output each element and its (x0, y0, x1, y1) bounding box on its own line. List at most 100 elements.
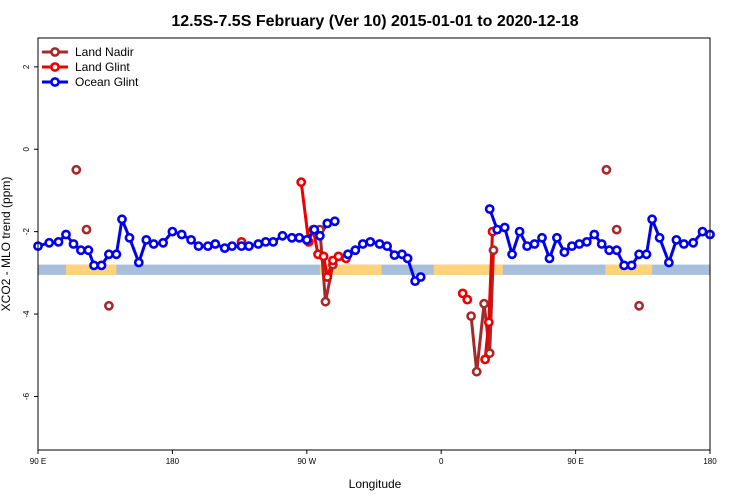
ocean-glint-point (552, 232, 562, 243)
y-axis-label: XCO2 - MLO trend (ppm) (0, 177, 13, 312)
legend-swatch-point (50, 77, 60, 87)
ocean-glint-point (688, 237, 699, 248)
ocean-glint-point (301, 234, 312, 245)
ocean-glint-point (581, 236, 592, 247)
ocean-glint-point (176, 229, 187, 240)
ocean-glint-point (68, 239, 79, 249)
land-nadir-point (471, 366, 482, 377)
ocean-glint-point (133, 257, 144, 268)
ocean-glint-point (268, 236, 279, 247)
ocean-glint-point (402, 253, 413, 264)
ocean-glint-point (61, 229, 71, 240)
land-nadir-point (484, 348, 495, 359)
ocean-glint-point (294, 232, 305, 243)
chart-title: 12.5S-7.5S February (Ver 10) 2015-01-01 … (171, 13, 578, 30)
ocean-glint-point (611, 245, 622, 256)
land-nadir-point (104, 300, 114, 311)
ocean-glint-point (53, 236, 64, 247)
land-glint-point (318, 251, 329, 262)
ocean-glint-point (619, 260, 629, 271)
land-glint-point (480, 354, 490, 365)
land-nadir-point (466, 311, 476, 321)
plot-frame (37, 37, 711, 451)
ocean-glint-point (382, 241, 392, 251)
land-segment (433, 264, 503, 275)
ocean-glint-point (559, 247, 570, 258)
land-nadir-point (634, 300, 644, 311)
ocean-glint-point (654, 232, 665, 243)
y-tick-label: 0 (22, 146, 31, 151)
ocean-glint-point (76, 245, 86, 256)
ocean-glint-point (193, 241, 204, 251)
ocean-glint-point (604, 245, 615, 256)
ocean-glint-point (514, 226, 525, 237)
y-tick-label: 2 (22, 64, 31, 69)
ocean-glint-point (596, 239, 607, 249)
ocean-glint-point (210, 239, 221, 249)
ocean-glint-point (499, 222, 510, 233)
ocean-glint-point (148, 239, 159, 249)
ocean-glint-point (158, 237, 168, 248)
ocean-glint-point (167, 226, 178, 237)
x-tick-label: 90 W (297, 457, 316, 466)
legend-swatch-point (50, 47, 60, 57)
ocean-glint-point (227, 241, 237, 251)
ocean-glint-point (124, 232, 135, 243)
ocean-glint-point (89, 260, 99, 271)
land-nadir-point (601, 164, 612, 175)
land-segment (319, 264, 382, 275)
ocean-glint-point (44, 237, 55, 248)
ocean-glint-point (415, 272, 426, 282)
ocean-glint-point (697, 226, 708, 237)
ocean-glint-point (96, 260, 107, 271)
x-tick-label: 180 (703, 457, 717, 466)
land-glint-point (457, 288, 468, 299)
land-segment (66, 264, 117, 275)
ocean-glint-point (243, 241, 254, 251)
y-tick-label: -4 (22, 310, 31, 318)
ocean-glint-point (365, 236, 376, 247)
ocean-glint-point (589, 229, 600, 240)
land-ocean-band (38, 264, 710, 275)
ocean-glint-point (647, 214, 657, 225)
ocean-glint-point (260, 236, 271, 247)
land-nadir-point (320, 296, 331, 307)
land-nadir-point (71, 164, 82, 175)
x-tick-label: 0 (439, 457, 444, 466)
ocean-glint-point (626, 260, 637, 271)
legend-label-ocean-glint: Ocean Glint (75, 75, 139, 89)
ocean-glint-point (111, 249, 122, 260)
ocean-glint-point (537, 232, 547, 243)
ocean-glint-point (507, 249, 517, 260)
ocean-glint-point (117, 214, 127, 225)
y-axis: 2 0 -2 -4 -6 (22, 64, 38, 400)
land-nadir-point (479, 298, 489, 309)
series-points (33, 164, 715, 377)
x-tick-label: 90 E (567, 457, 583, 466)
land-nadir-point (488, 245, 499, 256)
x-tick-label: 180 (166, 457, 180, 466)
ocean-glint-point (641, 249, 652, 260)
series-lines (37, 182, 711, 374)
land-nadir-point (611, 224, 622, 235)
ocean-glint-point (664, 257, 674, 268)
legend-label-land-glint: Land Glint (75, 60, 130, 74)
y-tick-label: -2 (22, 228, 31, 236)
ocean-glint-point (492, 224, 503, 235)
y-tick-label: -6 (22, 392, 31, 400)
ocean-glint-point (374, 239, 385, 249)
ocean-glint-point (309, 224, 320, 235)
ocean-glint-point (186, 234, 196, 245)
x-axis: 90 E 180 90 W 0 90 E 180 (30, 450, 717, 466)
land-glint-point (462, 294, 473, 305)
land-glint-point (322, 272, 333, 282)
x-axis-label: Longitude (349, 477, 402, 491)
land-glint-point (483, 317, 494, 328)
ocean-glint-point (83, 245, 94, 256)
land-nadir-point (81, 224, 92, 235)
ocean-glint-point (314, 230, 325, 241)
ocean-glint-point (357, 239, 368, 249)
ocean-glint-point (484, 204, 495, 214)
ocean-glint-point (574, 239, 585, 249)
